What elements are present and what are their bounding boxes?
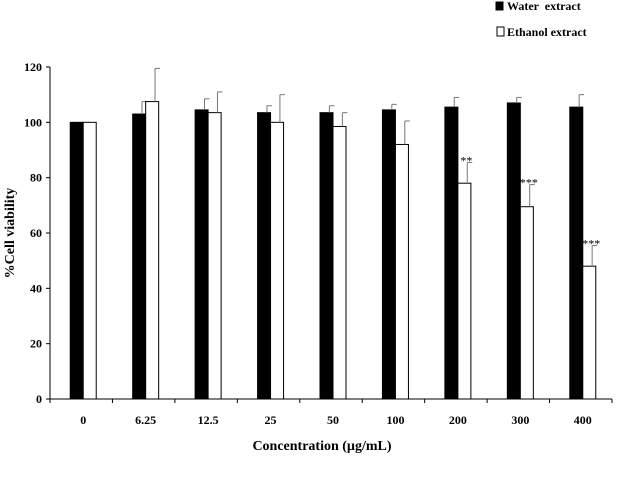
bar-ethanol-12.5: [207, 112, 222, 400]
y-tick-label-0: 0: [36, 392, 42, 406]
legend-swatch-ethanol: [496, 26, 505, 37]
significance-label-400: ***: [582, 236, 600, 250]
x-tick-label-25: 25: [265, 413, 277, 427]
bar-water-12.5: [194, 109, 209, 400]
x-tick-label-400: 400: [574, 413, 592, 427]
legend: Water extract Ethanol extract: [495, 0, 587, 39]
bar-water-6.25: [132, 113, 147, 400]
bar-water-100: [381, 109, 396, 400]
x-tick-label-300: 300: [511, 413, 529, 427]
y-axis-title: %Cell viability: [3, 188, 18, 279]
bar-ethanol-6.25: [145, 101, 160, 400]
bar-water-50: [319, 112, 334, 400]
bar-ethanol-50: [332, 125, 347, 400]
legend-label-ethanol: Ethanol extract: [507, 25, 587, 39]
bar-water-400: [569, 106, 584, 400]
x-tick-label-12.5: 12.5: [198, 413, 219, 427]
bar-ethanol-100: [394, 143, 409, 400]
bar-ethanol-400: [582, 265, 597, 400]
x-axis-title: Concentration (µg/mL): [252, 439, 391, 454]
x-tick-label-200: 200: [449, 413, 467, 427]
bar-ethanol-200: [457, 182, 472, 400]
bar-ethanol-0: [82, 121, 97, 400]
bar-ethanol-25: [270, 121, 285, 400]
y-tick-label-20: 20: [30, 337, 42, 351]
bar-water-25: [257, 112, 272, 400]
significance-label-300: ***: [520, 176, 538, 190]
significance-label-200: **: [460, 153, 472, 167]
legend-swatch-water: [495, 1, 504, 11]
y-tick-label-40: 40: [30, 281, 42, 295]
x-tick-label-50: 50: [327, 413, 339, 427]
y-tick-label-60: 60: [30, 226, 42, 240]
bar-water-200: [444, 106, 459, 400]
y-tick-label-80: 80: [30, 171, 42, 185]
x-tick-label-6.25: 6.25: [135, 413, 156, 427]
x-tick-label-100: 100: [386, 413, 404, 427]
x-tick-label-0: 0: [80, 413, 86, 427]
bar-ethanol-300: [519, 206, 534, 400]
legend-label-water: Water extract: [507, 0, 581, 13]
y-tick-label-120: 120: [24, 60, 42, 74]
plot-area: ********: [69, 67, 600, 400]
bar-water-0: [69, 121, 84, 400]
axes: 0 20 40 60 80 100 120 0 6.25 12.5 25 50 100 200 300 400: [24, 60, 613, 427]
bar-water-300: [506, 102, 521, 400]
y-tick-label-100: 100: [24, 115, 42, 129]
